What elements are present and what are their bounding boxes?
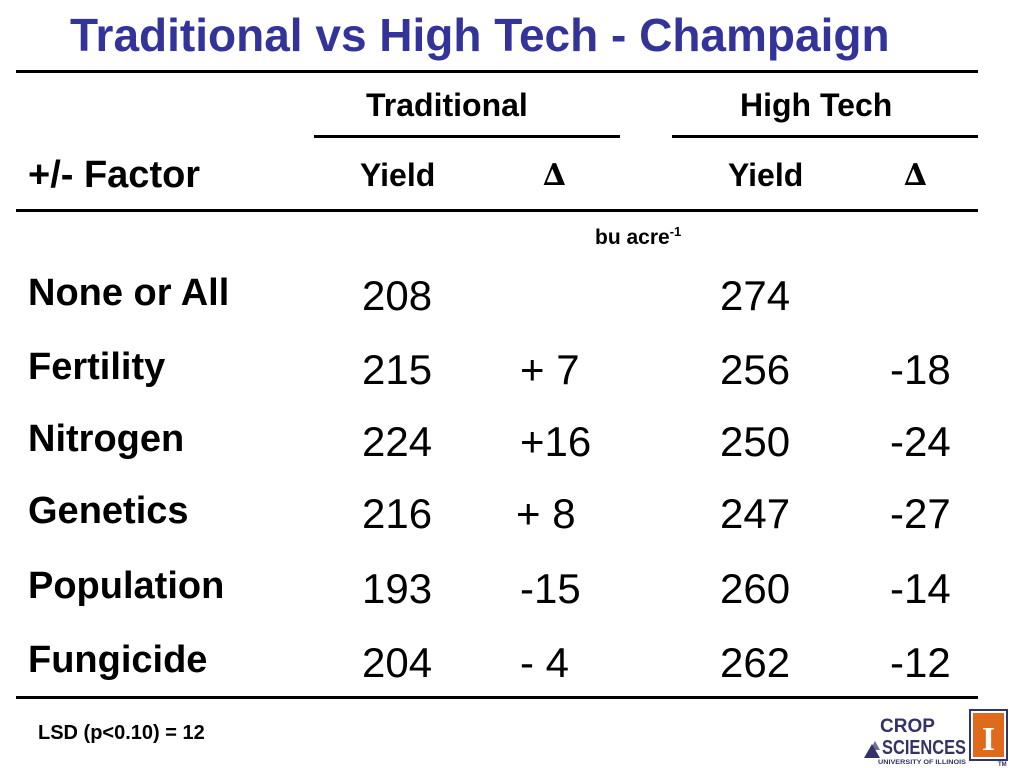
traditional-yield-header: Yield bbox=[360, 157, 436, 193]
bottom-rule bbox=[16, 696, 978, 699]
factor-label: None or All bbox=[28, 272, 230, 314]
traditional-yield-value: 193 bbox=[362, 565, 433, 612]
traditional-delta-value: + 8 bbox=[516, 490, 576, 537]
traditional-yield-value: 216 bbox=[362, 490, 433, 537]
high-tech-yield-value: 247 bbox=[720, 490, 791, 537]
high-tech-delta-value: -24 bbox=[890, 418, 951, 465]
traditional-group-rule bbox=[314, 135, 620, 138]
traditional-yield-value: 224 bbox=[362, 418, 433, 465]
high-tech-yield-value: 256 bbox=[720, 346, 791, 393]
high-tech-yield-value: 260 bbox=[720, 565, 791, 612]
factor-label: Genetics bbox=[28, 490, 189, 532]
traditional-yield-value: 215 bbox=[362, 346, 433, 393]
header-rule bbox=[16, 209, 978, 212]
factor-label: Fungicide bbox=[28, 639, 208, 681]
lsd-note: LSD (p<0.10) = 12 bbox=[38, 722, 205, 744]
factor-label: Nitrogen bbox=[28, 418, 185, 460]
traditional-delta-value: -15 bbox=[520, 565, 581, 612]
factor-column-header: +/- Factor bbox=[28, 154, 201, 196]
factor-label: Population bbox=[28, 565, 225, 607]
high-tech-delta-value: -18 bbox=[890, 346, 951, 393]
high-tech-yield-value: 250 bbox=[720, 418, 791, 465]
svg-text:UNIVERSITY OF ILLINOIS: UNIVERSITY OF ILLINOIS bbox=[878, 760, 966, 766]
high-tech-delta-value: -12 bbox=[890, 639, 951, 686]
traditional-delta-value: + 7 bbox=[520, 346, 580, 393]
factor-label: Fertility bbox=[28, 346, 166, 388]
slide-title: Traditional vs High Tech - Champaign bbox=[70, 9, 890, 61]
traditional-delta-header: ∆ bbox=[543, 158, 566, 193]
high-tech-group-header: High Tech bbox=[740, 87, 893, 123]
high-tech-delta-value: -14 bbox=[890, 565, 951, 612]
svg-text:I: I bbox=[982, 721, 995, 758]
traditional-group-header: Traditional bbox=[366, 87, 528, 123]
unit-label: bu acre-1 bbox=[595, 224, 682, 249]
svg-text:CROP: CROP bbox=[880, 716, 935, 737]
top-rule bbox=[16, 70, 978, 73]
crop-sciences-logo: CROP SCIENCES UNIVERSITY OF ILLINOIS I T… bbox=[864, 709, 1008, 766]
traditional-yield-value: 208 bbox=[362, 272, 433, 319]
traditional-delta-value: +16 bbox=[520, 418, 592, 465]
traditional-delta-value: - 4 bbox=[520, 639, 570, 686]
svg-text:TM: TM bbox=[998, 762, 1007, 766]
high-tech-yield-value: 274 bbox=[720, 272, 791, 319]
high-tech-yield-header: Yield bbox=[728, 157, 804, 193]
high-tech-yield-value: 262 bbox=[720, 639, 791, 686]
high-tech-group-rule bbox=[672, 135, 978, 138]
traditional-yield-value: 204 bbox=[362, 639, 433, 686]
svg-text:SCIENCES: SCIENCES bbox=[882, 737, 966, 759]
high-tech-delta-value: -27 bbox=[890, 490, 951, 537]
high-tech-delta-header: ∆ bbox=[904, 158, 927, 193]
